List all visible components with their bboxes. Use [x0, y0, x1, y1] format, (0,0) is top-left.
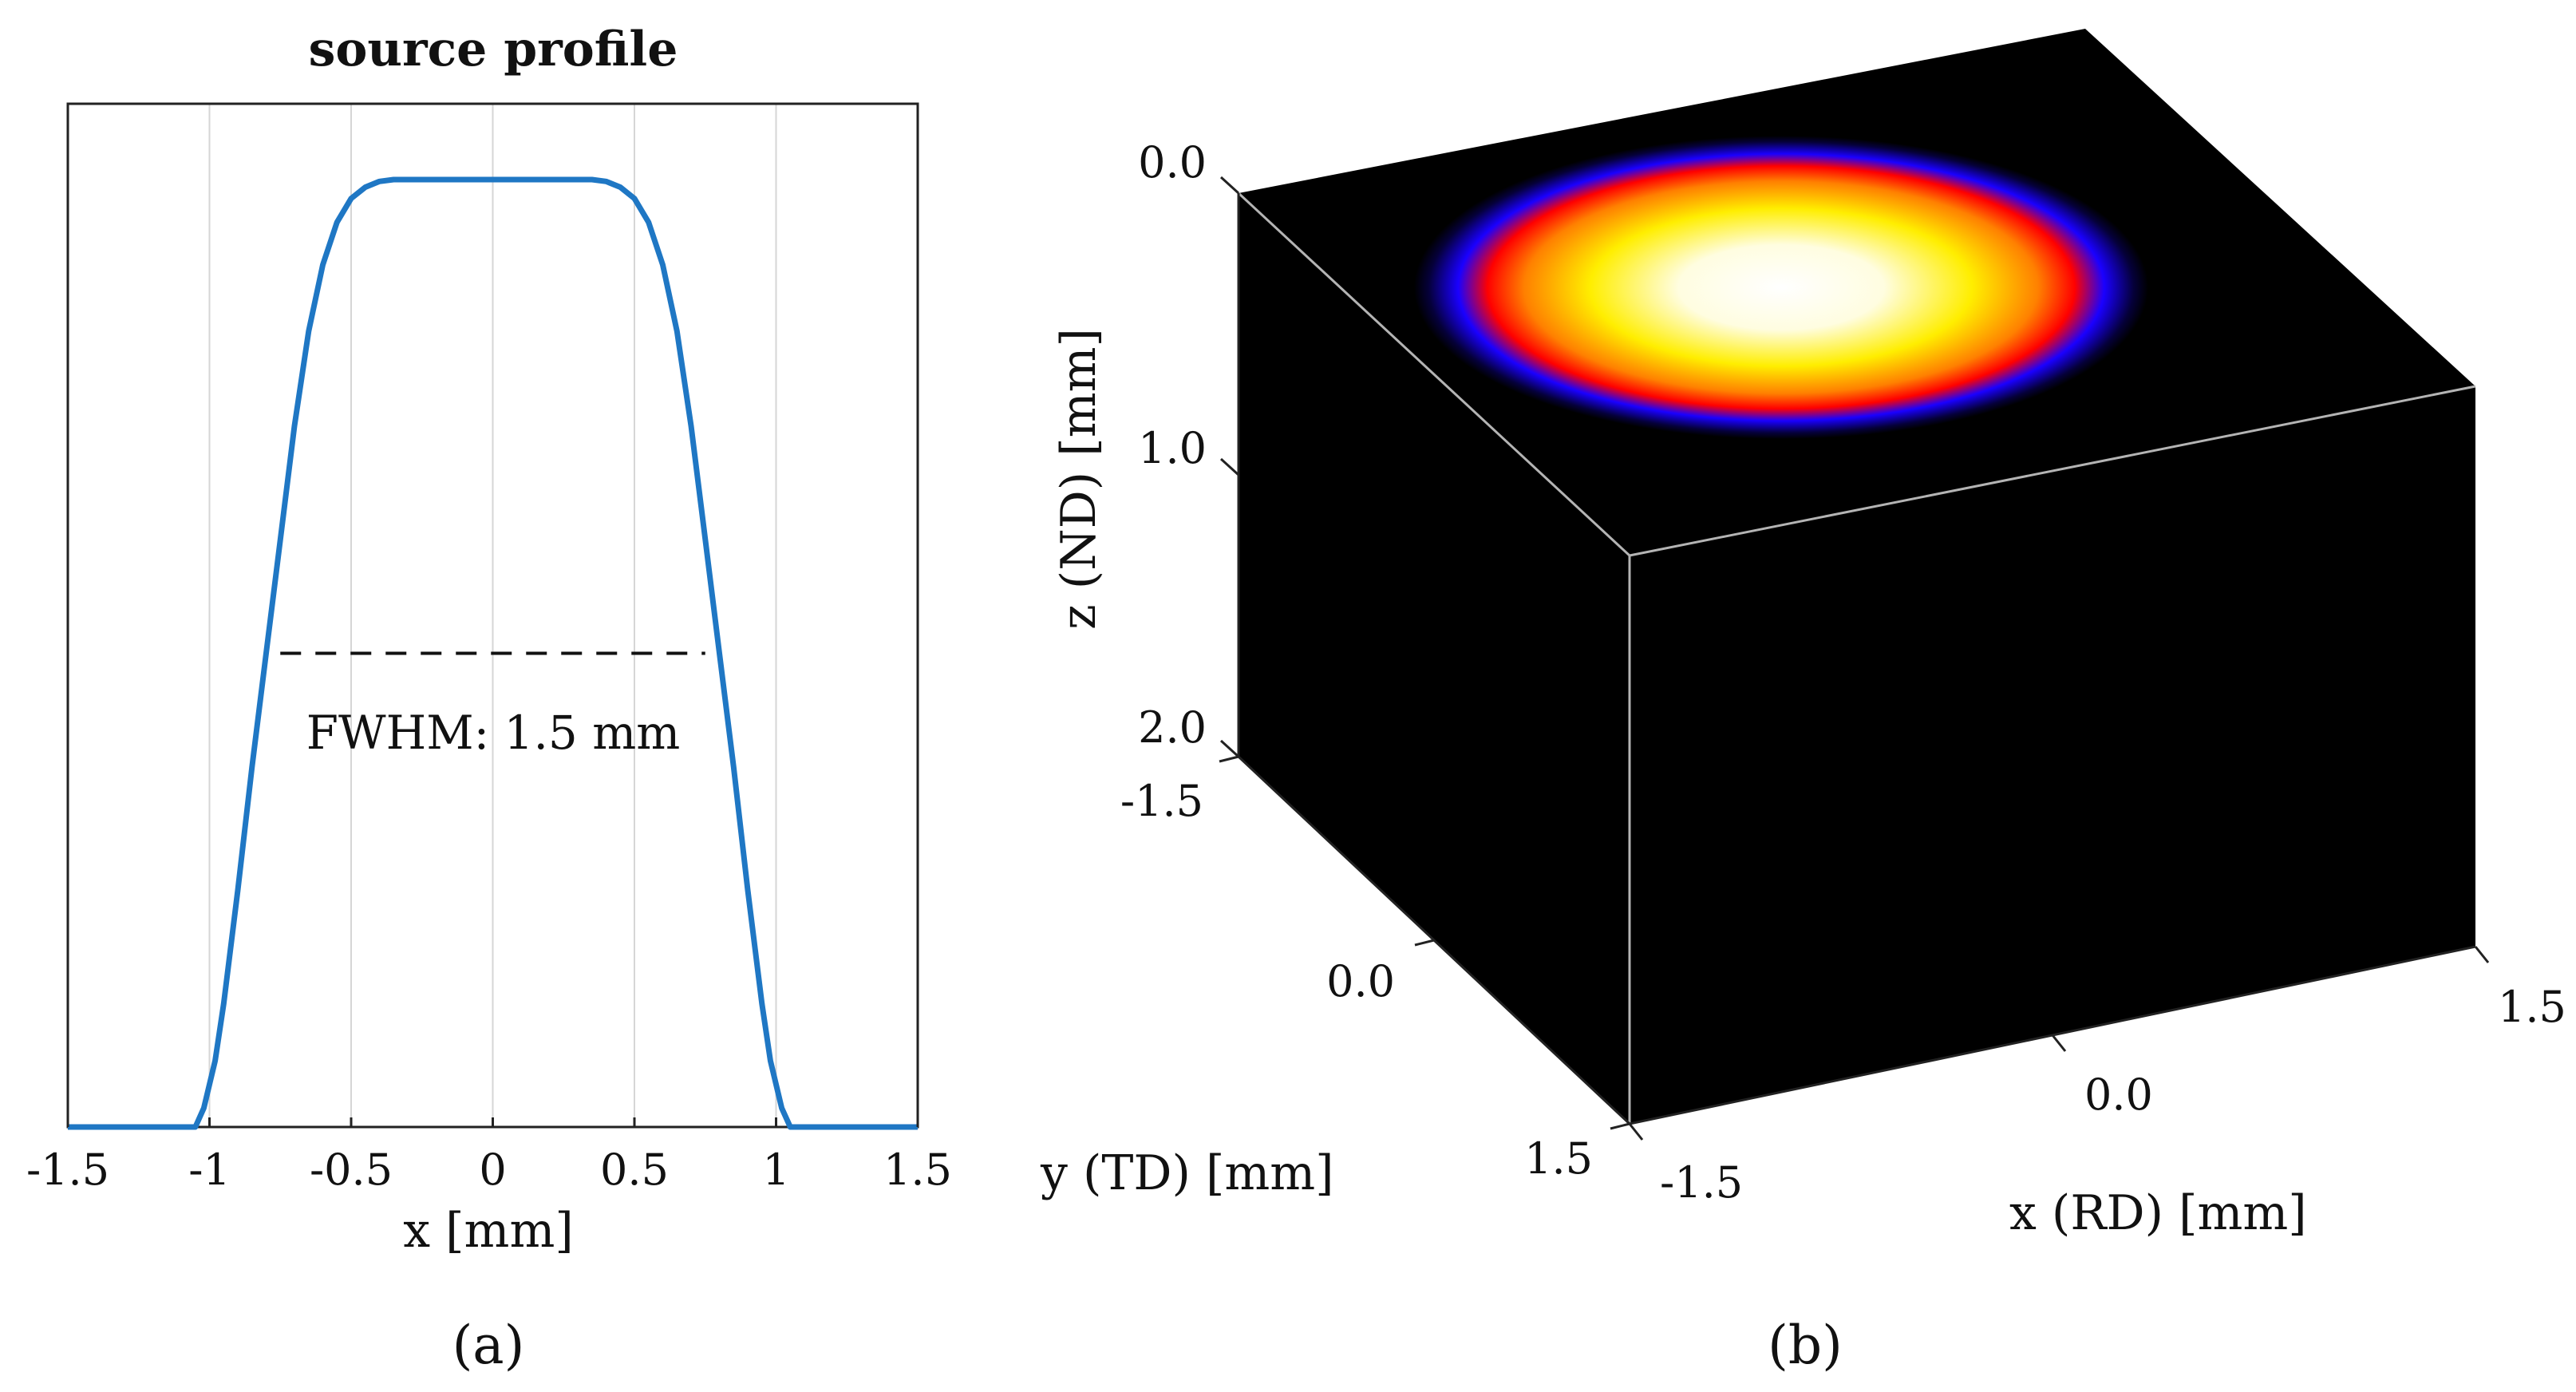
chart-a-gridlines	[208, 104, 777, 1127]
z-tick	[1219, 739, 1240, 758]
x-tick	[2474, 946, 2490, 963]
source-profile-line	[68, 176, 918, 1130]
z-tick	[1219, 457, 1240, 477]
y-axis	[1219, 755, 1631, 1130]
x-axis-label: x (RD) [mm]	[2009, 1185, 2307, 1241]
y-tick-label: 1.5	[1524, 1133, 1593, 1184]
chart-a-title: source profile	[309, 22, 678, 77]
heat-source-spot	[1414, 136, 2148, 439]
cube-edges	[1237, 192, 2476, 1124]
cube-front-face	[1630, 386, 2475, 1124]
z-tick-label: 2.0	[1138, 702, 1207, 753]
y-axis-label: y (TD) [mm]	[1040, 1145, 1334, 1201]
z-axis-label: z (ND) [mm]	[1051, 328, 1107, 630]
chart-a-xtick-label: -1.5	[26, 1145, 109, 1195]
fwhm-annotation: FWHM: 1.5 mm	[306, 706, 680, 760]
x-axis	[1628, 945, 2490, 1141]
chart-a-xtick-label: 0.5	[600, 1145, 669, 1195]
z-tick-label: 0.0	[1138, 137, 1207, 188]
chart-a-xticks: -1.5 -1 -0.5 0 0.5 1 1.5	[26, 1117, 952, 1195]
cube-left-face	[1239, 193, 1630, 1124]
x-tick-label: 0.0	[2084, 1070, 2153, 1120]
y-tick	[1414, 939, 1435, 947]
x-tick	[1628, 1123, 1644, 1141]
panel-b: 0.0 1.0 2.0 z (ND) [mm] -1.5 0.0 1.5 y (…	[1040, 29, 2566, 1376]
x-tick-label: 1.5	[2498, 982, 2566, 1032]
panel-b-label: (b)	[1768, 1315, 1843, 1376]
chart-a-xtick-label: 1.5	[883, 1145, 952, 1195]
x-tick-label: -1.5	[1660, 1157, 1743, 1208]
chart-a-xlabel: x [mm]	[403, 1203, 574, 1259]
x-tick	[2051, 1034, 2067, 1052]
z-tick-label: 1.0	[1138, 423, 1207, 473]
chart-a-xtick-label: -1	[188, 1145, 231, 1195]
y-tick-label: -1.5	[1120, 776, 1203, 826]
z-axis	[1219, 176, 1240, 758]
y-tick	[1610, 1122, 1630, 1130]
y-tick-label: 0.0	[1326, 956, 1395, 1006]
panel-a: source profile FWHM: 1.5 mm -1.5 -1 -0.5 0 0…	[26, 22, 952, 1376]
panel-a-label: (a)	[452, 1315, 525, 1376]
y-tick	[1219, 755, 1239, 763]
chart-a-xtick-label: 0	[479, 1145, 506, 1195]
chart-a-xtick-label: -0.5	[310, 1145, 393, 1195]
chart-a-xtick-label: 1	[762, 1145, 789, 1195]
z-tick	[1219, 176, 1240, 195]
